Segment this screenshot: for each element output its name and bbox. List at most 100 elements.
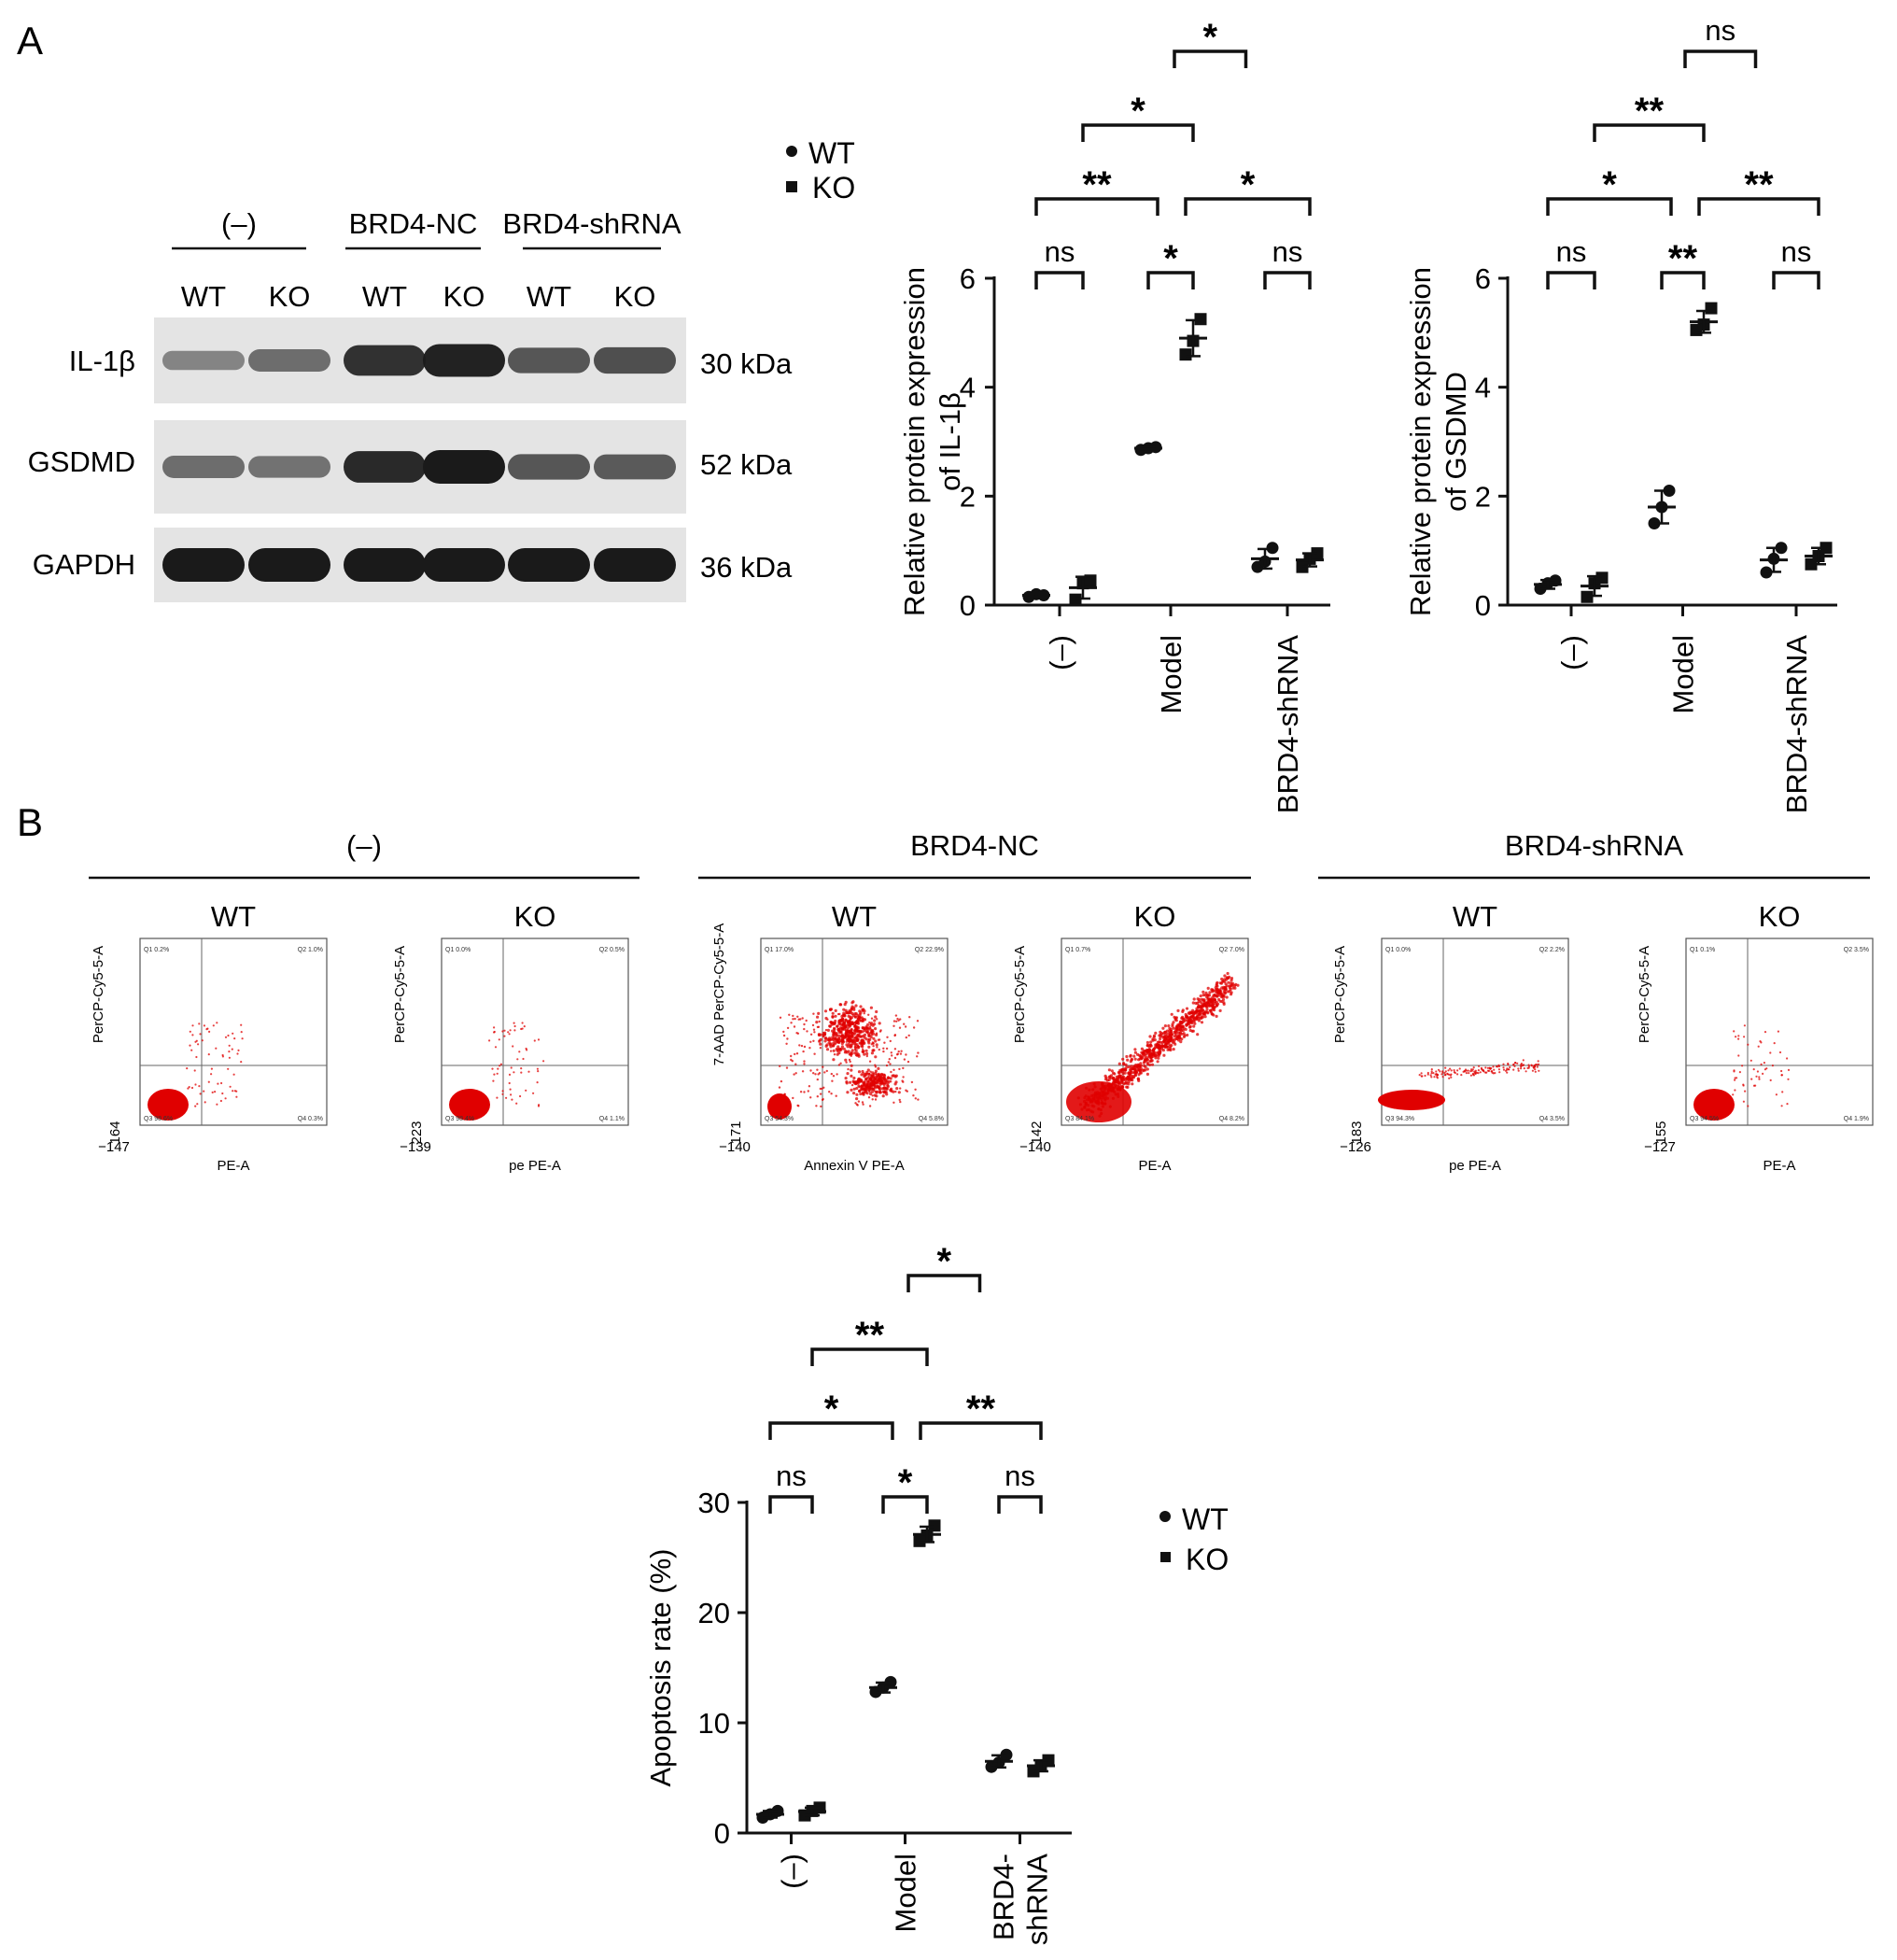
flow-dot <box>811 1023 815 1027</box>
flow-dot <box>1190 1022 1194 1025</box>
flow-dot <box>1769 1051 1772 1054</box>
flow-dot <box>1136 1052 1140 1056</box>
flow-dot <box>1223 991 1228 994</box>
flow-dot <box>1743 1024 1746 1027</box>
flow-dot <box>488 1039 491 1042</box>
flow-dot <box>846 1031 850 1035</box>
flow-dot <box>854 1038 858 1042</box>
flow-dot <box>1135 1065 1139 1068</box>
flow-dot <box>527 1070 530 1073</box>
quadrant-label: Q4 8.2% <box>1219 1116 1244 1122</box>
flow-y-label: PerCP-Cy5-5-A <box>392 946 408 1043</box>
flow-dot <box>1185 1023 1188 1027</box>
flow-dot <box>1758 1078 1761 1080</box>
flow-dot <box>890 1070 892 1074</box>
flow-dot <box>513 1022 515 1024</box>
flow-dot <box>1479 1071 1482 1074</box>
flow-plot-label: WT <box>1453 900 1497 933</box>
flow-dot <box>1738 1071 1741 1074</box>
flow-dot <box>881 1094 885 1098</box>
flow-dot <box>782 1030 785 1034</box>
flow-dot <box>501 1030 504 1033</box>
flow-dot <box>797 1105 800 1107</box>
flow-dot <box>1163 1030 1167 1035</box>
flow-dot <box>1477 1069 1480 1072</box>
flow-dot <box>1430 1068 1433 1071</box>
flow-dot <box>1421 1075 1424 1078</box>
flow-dot <box>1750 1078 1753 1080</box>
flow-dot <box>240 1061 243 1064</box>
flow-dot <box>503 1029 506 1032</box>
flow-dot <box>1218 990 1222 994</box>
flow-dot <box>803 1027 806 1031</box>
quadrant-label: Q3 84.1% <box>1065 1116 1094 1122</box>
flow-dot <box>878 1076 883 1079</box>
flow-dot <box>879 1081 883 1085</box>
flow-dot <box>1193 1011 1197 1015</box>
flow-dot <box>1117 1062 1121 1065</box>
x-category-label-line: Model <box>890 1854 922 1932</box>
flow-dot <box>790 1058 793 1062</box>
quadrant-label: Q3 98.4% <box>445 1116 474 1122</box>
flow-dot <box>794 1072 797 1075</box>
flow-dot <box>843 1014 847 1018</box>
flow-dot <box>875 1043 878 1047</box>
flow-dot <box>803 1091 806 1093</box>
flow-dot <box>908 1016 911 1019</box>
flow-dot <box>1200 1021 1204 1024</box>
flow-dot <box>831 1011 835 1015</box>
flow-dot <box>870 1017 874 1020</box>
flow-dot <box>895 1020 898 1023</box>
flow-dot <box>493 1073 496 1076</box>
x-category-label-line: shRNA <box>1021 1854 1054 1946</box>
flow-dot <box>893 1034 896 1037</box>
flow-dot <box>1169 1032 1173 1036</box>
flow-x-label: pe PE-A <box>509 1158 561 1174</box>
y-tick-label: 0 <box>1475 589 1491 622</box>
flow-dot <box>210 1073 213 1076</box>
flow-dot <box>862 1093 865 1096</box>
flow-dot <box>1184 1027 1187 1031</box>
flow-dot <box>189 1044 191 1047</box>
flow-dot <box>228 1056 231 1059</box>
flow-dot <box>1450 1069 1453 1072</box>
flow-dot <box>903 1022 906 1025</box>
flow-dot <box>1110 1069 1114 1073</box>
flow-dot <box>1151 1049 1155 1052</box>
flow-dot <box>1224 982 1228 986</box>
quadrant-label: Q2 7.0% <box>1219 947 1244 953</box>
flow-dot <box>871 1030 875 1034</box>
flow-cytometry-panels: (–) BRD4-NC BRD4-shRNA WT Q1 0.2% Q2 1.0% Q3 9… <box>89 829 1874 1174</box>
flow-dot <box>1437 1068 1440 1071</box>
flow-dot <box>840 1039 844 1043</box>
flow-dot <box>1197 1019 1201 1022</box>
flow-dot <box>1219 981 1224 985</box>
flow-dot <box>188 1086 190 1089</box>
flow-dot <box>886 1084 891 1089</box>
flow-dot <box>1196 1012 1200 1017</box>
significance-bracket <box>1173 49 1248 68</box>
flow-dot <box>1206 997 1210 1002</box>
flow-dot <box>917 1051 920 1054</box>
flow-dot <box>1436 1074 1439 1077</box>
flow-dot <box>1202 998 1206 1002</box>
flow-x-min: −126 <box>1340 1139 1371 1155</box>
significance-label: ** <box>1668 238 1698 279</box>
flow-dot <box>232 1073 235 1076</box>
flow-dot <box>808 1047 811 1050</box>
flow-dot <box>1174 1019 1178 1022</box>
legend-ko-marker <box>1160 1552 1171 1562</box>
flow-dot <box>840 1036 845 1040</box>
flow-dot <box>212 1024 215 1027</box>
flow-dot <box>805 1019 808 1022</box>
flow-dot <box>1179 1022 1183 1025</box>
blot-band <box>162 350 245 371</box>
flow-y-label: PerCP-Cy5-5-A <box>1637 946 1652 1043</box>
flow-dot <box>852 1092 856 1095</box>
flow-dot <box>852 1087 856 1091</box>
flow-dot <box>855 1086 859 1091</box>
flow-dot <box>1127 1079 1131 1084</box>
flow-dot <box>813 1031 816 1034</box>
flow-dot <box>1777 1030 1779 1033</box>
flow-dot <box>1743 1036 1746 1038</box>
